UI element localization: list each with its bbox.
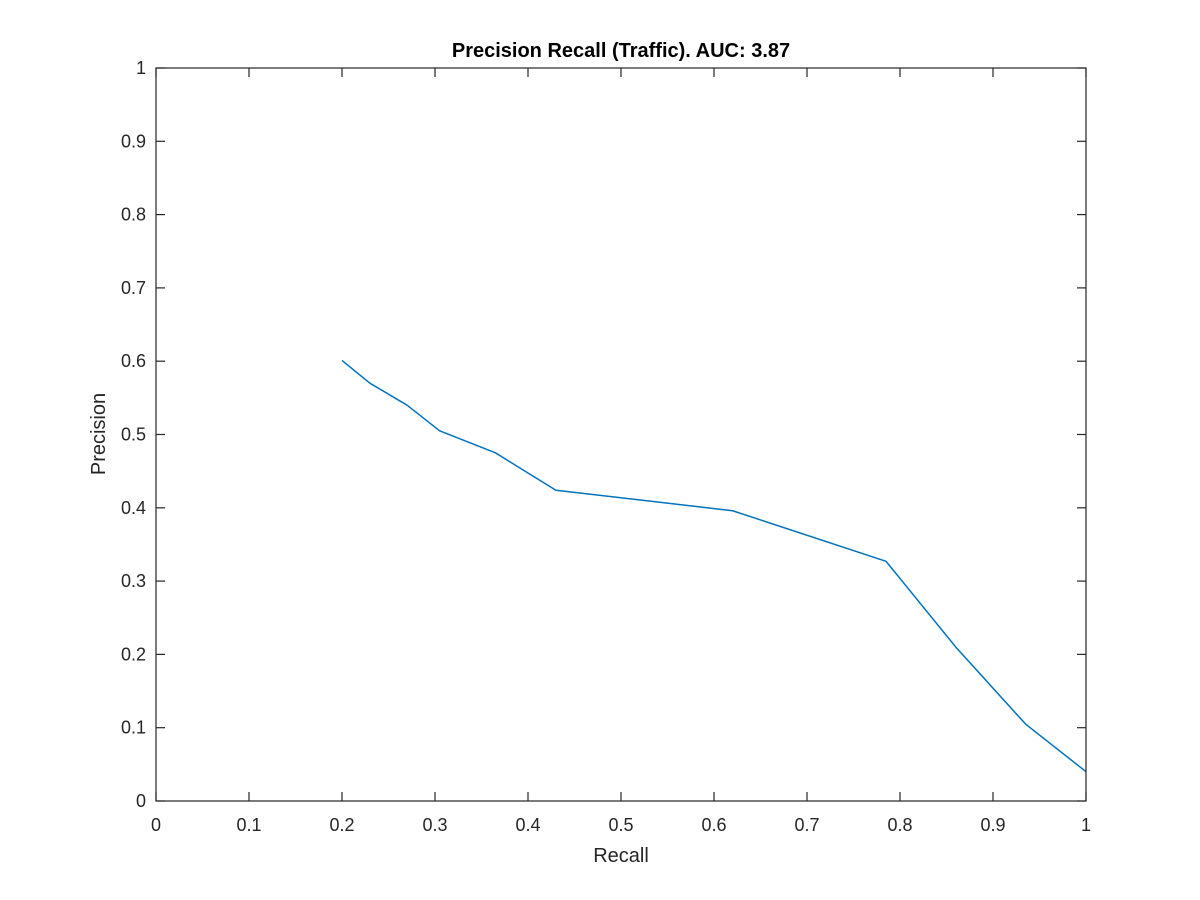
x-tick-label: 0.3 xyxy=(422,815,447,835)
x-tick-label: 0.2 xyxy=(329,815,354,835)
y-tick-label: 0 xyxy=(136,791,146,811)
y-tick-label: 0.4 xyxy=(121,498,146,518)
x-tick-label: 1 xyxy=(1081,815,1091,835)
y-tick-label: 0.6 xyxy=(121,351,146,371)
axes-background xyxy=(156,68,1086,801)
x-axis-label: Recall xyxy=(593,845,649,867)
y-tick-label: 0.7 xyxy=(121,278,146,298)
tick-labels: 0 0.1 0.2 0.3 0.4 0.5 0.6 0.7 0.8 0.9 1 0 0.1 0.2 0.3 0… xyxy=(121,58,1091,835)
x-tick-label: 0.5 xyxy=(608,815,633,835)
series-line xyxy=(341,359,1087,773)
y-axis-label: Precision xyxy=(88,393,110,475)
chart-title: Precision Recall (Traffic). AUC: 3.87 xyxy=(452,40,790,62)
x-tick-label: 0.1 xyxy=(236,815,261,835)
y-tick-label: 0.5 xyxy=(121,425,146,445)
y-tick-label: 0.8 xyxy=(121,205,146,225)
axes-box xyxy=(155,67,1087,802)
y-tick-label: 0.3 xyxy=(121,571,146,591)
y-tick-label: 1 xyxy=(136,58,146,78)
x-tick-label: 0 xyxy=(151,815,161,835)
x-tick-label: 0.7 xyxy=(794,815,819,835)
x-tick-label: 0.9 xyxy=(980,815,1005,835)
series xyxy=(341,359,1087,773)
x-tick-label: 0.4 xyxy=(515,815,540,835)
y-tick-label: 0.2 xyxy=(121,644,146,664)
y-tick-label: 0.1 xyxy=(121,718,146,738)
x-tick-label: 0.6 xyxy=(701,815,726,835)
x-tick-label: 0.8 xyxy=(887,815,912,835)
y-tick-label: 0.9 xyxy=(121,131,146,151)
